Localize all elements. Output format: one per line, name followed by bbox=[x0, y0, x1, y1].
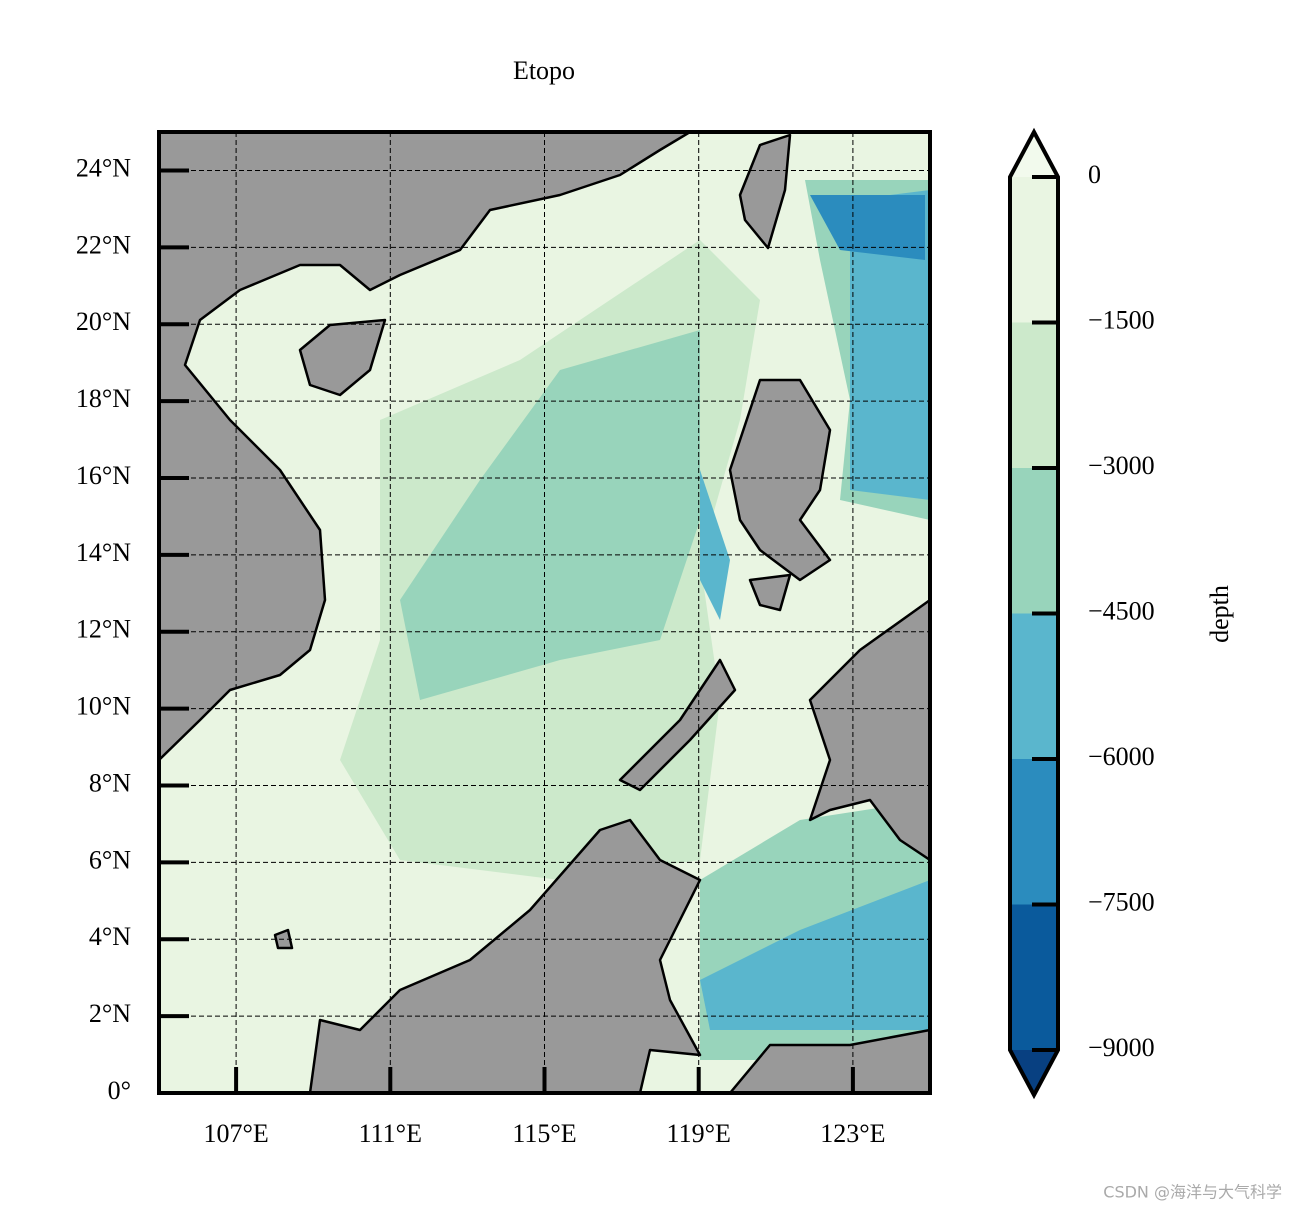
colorbar: −9000 −7500 −6000 −4500 −3000 −1500 0 bbox=[1008, 127, 1155, 1100]
x-tick-label: 123°E bbox=[820, 1119, 885, 1148]
land bbox=[728, 1028, 930, 1093]
colorbar-extend bbox=[1010, 1050, 1058, 1095]
y-tick-label: 0° bbox=[108, 1076, 131, 1105]
y-tick-label: 14°N bbox=[76, 538, 131, 567]
x-tick-label: 107°E bbox=[203, 1119, 268, 1148]
y-tick-label: 6°N bbox=[89, 845, 131, 874]
colorbar-band bbox=[1010, 322, 1058, 468]
colorbar-tick-label: −1500 bbox=[1088, 305, 1155, 334]
land bbox=[748, 573, 792, 612]
depth-zone bbox=[400, 330, 700, 700]
colorbar-extend bbox=[1010, 132, 1058, 177]
x-tick-label: 111°E bbox=[359, 1119, 422, 1148]
colorbar-tick-label: −6000 bbox=[1088, 742, 1155, 771]
land bbox=[159, 132, 692, 762]
land bbox=[738, 133, 792, 250]
y-tick-label: 18°N bbox=[76, 384, 131, 413]
colorbar-tick-label: −3000 bbox=[1088, 451, 1155, 480]
map-area bbox=[159, 132, 930, 1093]
colorbar-band bbox=[1010, 177, 1058, 323]
colorbar-tick-label: −7500 bbox=[1088, 887, 1155, 916]
depth-zone bbox=[810, 195, 925, 260]
colorbar-tick-label: −9000 bbox=[1088, 1033, 1155, 1062]
colorbar-band bbox=[1010, 759, 1058, 905]
y-tick-label: 16°N bbox=[76, 461, 131, 490]
land bbox=[308, 818, 702, 1093]
y-tick-label: 4°N bbox=[89, 922, 131, 951]
colorbar-band bbox=[1010, 613, 1058, 759]
x-tick-label: 115°E bbox=[512, 1119, 576, 1148]
depth-zone bbox=[700, 470, 730, 620]
depth-zone bbox=[850, 190, 930, 500]
y-tick-label: 22°N bbox=[76, 230, 131, 259]
colorbar-tick-label: −4500 bbox=[1088, 596, 1155, 625]
y-tick-label: 8°N bbox=[89, 768, 131, 797]
colorbar-band bbox=[1010, 468, 1058, 614]
colorbar-tick-label: 0 bbox=[1088, 160, 1101, 189]
land bbox=[808, 598, 930, 862]
y-tick-label: 2°N bbox=[89, 999, 131, 1028]
grid bbox=[159, 132, 930, 1093]
y-tick-label: 24°N bbox=[76, 153, 131, 182]
depth-zone bbox=[700, 880, 930, 1030]
colorbar-band bbox=[1010, 904, 1058, 1050]
land bbox=[298, 318, 387, 397]
y-tick-label: 20°N bbox=[76, 307, 131, 336]
land bbox=[618, 658, 737, 792]
watermark: CSDN @海洋与大气科学 bbox=[1103, 1183, 1282, 1202]
y-tick-label: 10°N bbox=[76, 692, 131, 721]
x-tick-label: 119°E bbox=[667, 1119, 731, 1148]
land bbox=[728, 378, 832, 582]
y-tick-label: 12°N bbox=[76, 615, 131, 644]
map-title: Etopo bbox=[513, 56, 575, 85]
colorbar-label: depth bbox=[1205, 585, 1234, 643]
